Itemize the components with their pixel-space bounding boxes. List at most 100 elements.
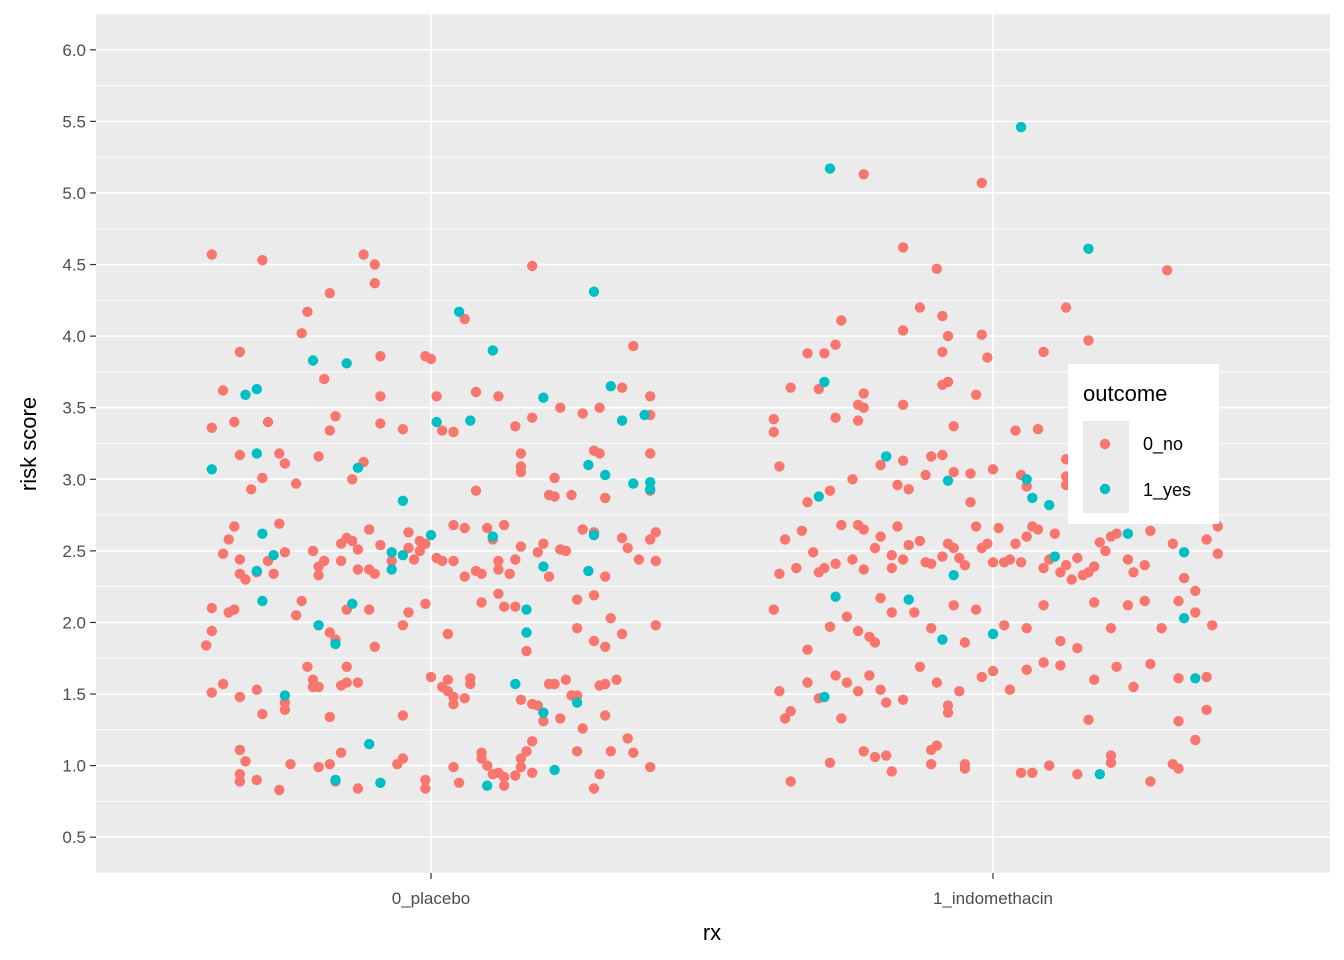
point-0_no [796,525,808,536]
point-0_no [1055,635,1066,647]
point-0_no [903,484,914,495]
point-0_no [645,391,656,402]
point-0_no [1038,562,1049,574]
point-0_no [628,340,639,352]
point-0_no [1139,560,1150,571]
point-0_no [999,620,1010,631]
point-0_no [476,568,487,579]
legend-marker-0_no [1099,438,1111,450]
point-0_no [970,604,982,615]
point-1_yes [279,690,291,701]
x-tick-label: 0_placebo [392,889,470,908]
point-0_no [1173,716,1184,727]
point-0_no [397,620,409,631]
point-0_no [987,464,999,475]
point-0_no [1190,734,1201,746]
point-0_no [493,588,504,599]
point-0_no [1021,531,1032,542]
point-0_no [521,645,532,657]
point-0_no [1156,623,1167,634]
point-0_no [897,694,909,705]
point-0_no [830,412,841,423]
point-0_no [448,555,459,567]
point-0_no [594,769,605,780]
point-0_no [959,637,971,648]
point-0_no [959,560,971,571]
point-0_no [897,242,909,253]
point-0_no [313,570,324,581]
point-0_no [802,497,813,508]
point-1_yes [240,389,251,400]
point-0_no [836,315,847,326]
point-1_yes [386,564,397,575]
point-0_no [1010,425,1021,436]
point-0_no [892,479,903,491]
point-0_no [600,571,611,582]
point-0_no [352,783,364,794]
point-0_no [594,448,605,459]
point-0_no [335,555,347,567]
point-0_no [510,421,521,432]
x-axis-title: rx [703,920,721,945]
point-1_yes [341,358,352,369]
y-tick-label: 0.5 [62,828,86,847]
point-1_yes [251,565,262,577]
point-0_no [476,597,487,608]
point-1_yes [937,634,948,645]
point-0_no [251,774,262,786]
point-1_yes [487,531,498,542]
point-0_no [341,661,352,672]
point-0_no [1015,767,1027,778]
point-0_no [448,691,459,703]
point-0_no [358,249,369,260]
point-0_no [785,776,796,787]
point-0_no [931,263,942,274]
point-0_no [364,604,375,615]
point-0_no [341,677,352,688]
point-1_yes [251,383,262,395]
point-0_no [942,376,954,388]
point-0_no [1201,704,1212,715]
point-0_no [414,545,425,557]
point-0_no [543,571,555,582]
point-0_no [897,399,909,410]
point-0_no [1010,538,1021,549]
point-0_no [560,545,572,557]
point-0_no [1072,643,1083,654]
point-0_no [1089,597,1100,608]
point-0_no [459,571,470,582]
legend: outcome 0_no 1_yes [1068,364,1219,524]
point-0_no [510,554,521,565]
point-0_no [527,736,538,747]
point-1_yes [386,547,397,558]
point-0_no [448,426,459,438]
point-0_no [909,607,920,618]
point-0_no [1167,538,1179,549]
point-1_yes [257,595,268,607]
point-0_no [1015,557,1027,568]
point-0_no [425,671,437,683]
point-1_yes [206,464,217,475]
point-1_yes [881,451,892,462]
y-tick-label: 5.5 [62,112,86,131]
point-0_no [577,723,588,734]
point-0_no [965,468,976,479]
point-0_no [1049,528,1061,539]
point-1_yes [330,638,341,650]
point-0_no [847,554,858,565]
point-1_yes [313,620,324,631]
y-tick-label: 6.0 [62,41,86,60]
point-1_yes [600,469,611,481]
point-0_no [482,522,493,534]
point-0_no [403,542,414,554]
point-0_no [605,746,616,757]
point-1_yes [948,570,959,581]
point-0_no [386,555,397,567]
point-0_no [515,448,527,459]
point-0_no [858,169,869,180]
point-0_no [650,555,661,567]
point-0_no [470,386,482,398]
point-0_no [498,780,510,791]
point-0_no [498,601,510,612]
point-0_no [229,416,240,428]
